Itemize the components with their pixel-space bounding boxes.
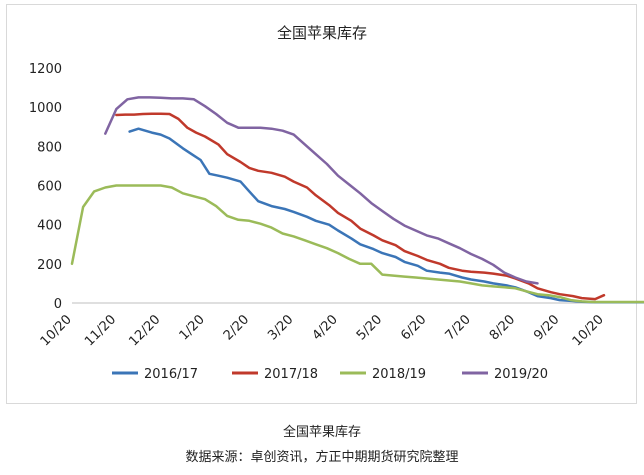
legend-label: 2017/18	[264, 367, 318, 382]
x-tick-label: 3/20	[265, 312, 296, 343]
legend-label: 2016/17	[144, 367, 198, 382]
x-tick-label: 5/20	[354, 312, 385, 343]
data-source-note: 数据来源：卓创资讯，方正中期期货研究院整理	[185, 450, 459, 465]
figure-caption: 全国苹果库存	[282, 425, 361, 440]
series-line-2017-18	[115, 112, 606, 301]
y-tick-label: 1200	[29, 62, 62, 77]
y-tick-label: 600	[37, 180, 62, 195]
x-tick-label: 7/20	[443, 312, 474, 343]
series-line-2019-20	[104, 96, 539, 285]
x-tick-label: 6/20	[398, 312, 429, 343]
x-tick-label: 10/20	[570, 312, 607, 349]
legend-label: 2018/19	[372, 367, 426, 382]
legend-item-2018-19: 2018/19	[340, 367, 426, 382]
legend-item-2016-17: 2016/17	[112, 367, 198, 382]
legend: 2016/17 2017/18 2018/19 2019/20	[112, 367, 548, 382]
y-tick-label: 0	[54, 297, 62, 312]
chart-title: 全国苹果库存	[277, 24, 367, 42]
series-line-2018-19	[70, 184, 644, 304]
y-tick-label: 200	[37, 258, 62, 273]
series-lines	[70, 96, 644, 304]
legend-item-2019-20: 2019/20	[462, 367, 548, 382]
x-tick-label: 11/20	[82, 312, 119, 349]
y-tick-label: 1000	[29, 101, 62, 116]
legend-item-2017-18: 2017/18	[232, 367, 318, 382]
y-tick-label: 800	[37, 140, 62, 155]
series-line-2016-17	[128, 127, 644, 304]
y-tick-label: 400	[37, 219, 62, 234]
x-tick-label: 2/20	[221, 312, 252, 343]
x-tick-label: 4/20	[310, 312, 341, 343]
legend-label: 2019/20	[494, 367, 548, 382]
x-tick-label: 1/20	[177, 312, 208, 343]
x-tick-label: 9/20	[531, 312, 562, 343]
x-tick-label: 8/20	[487, 312, 518, 343]
chart-frame	[6, 4, 637, 404]
x-tick-label: 12/20	[126, 312, 163, 349]
x-tick-label: 10/20	[38, 312, 75, 349]
